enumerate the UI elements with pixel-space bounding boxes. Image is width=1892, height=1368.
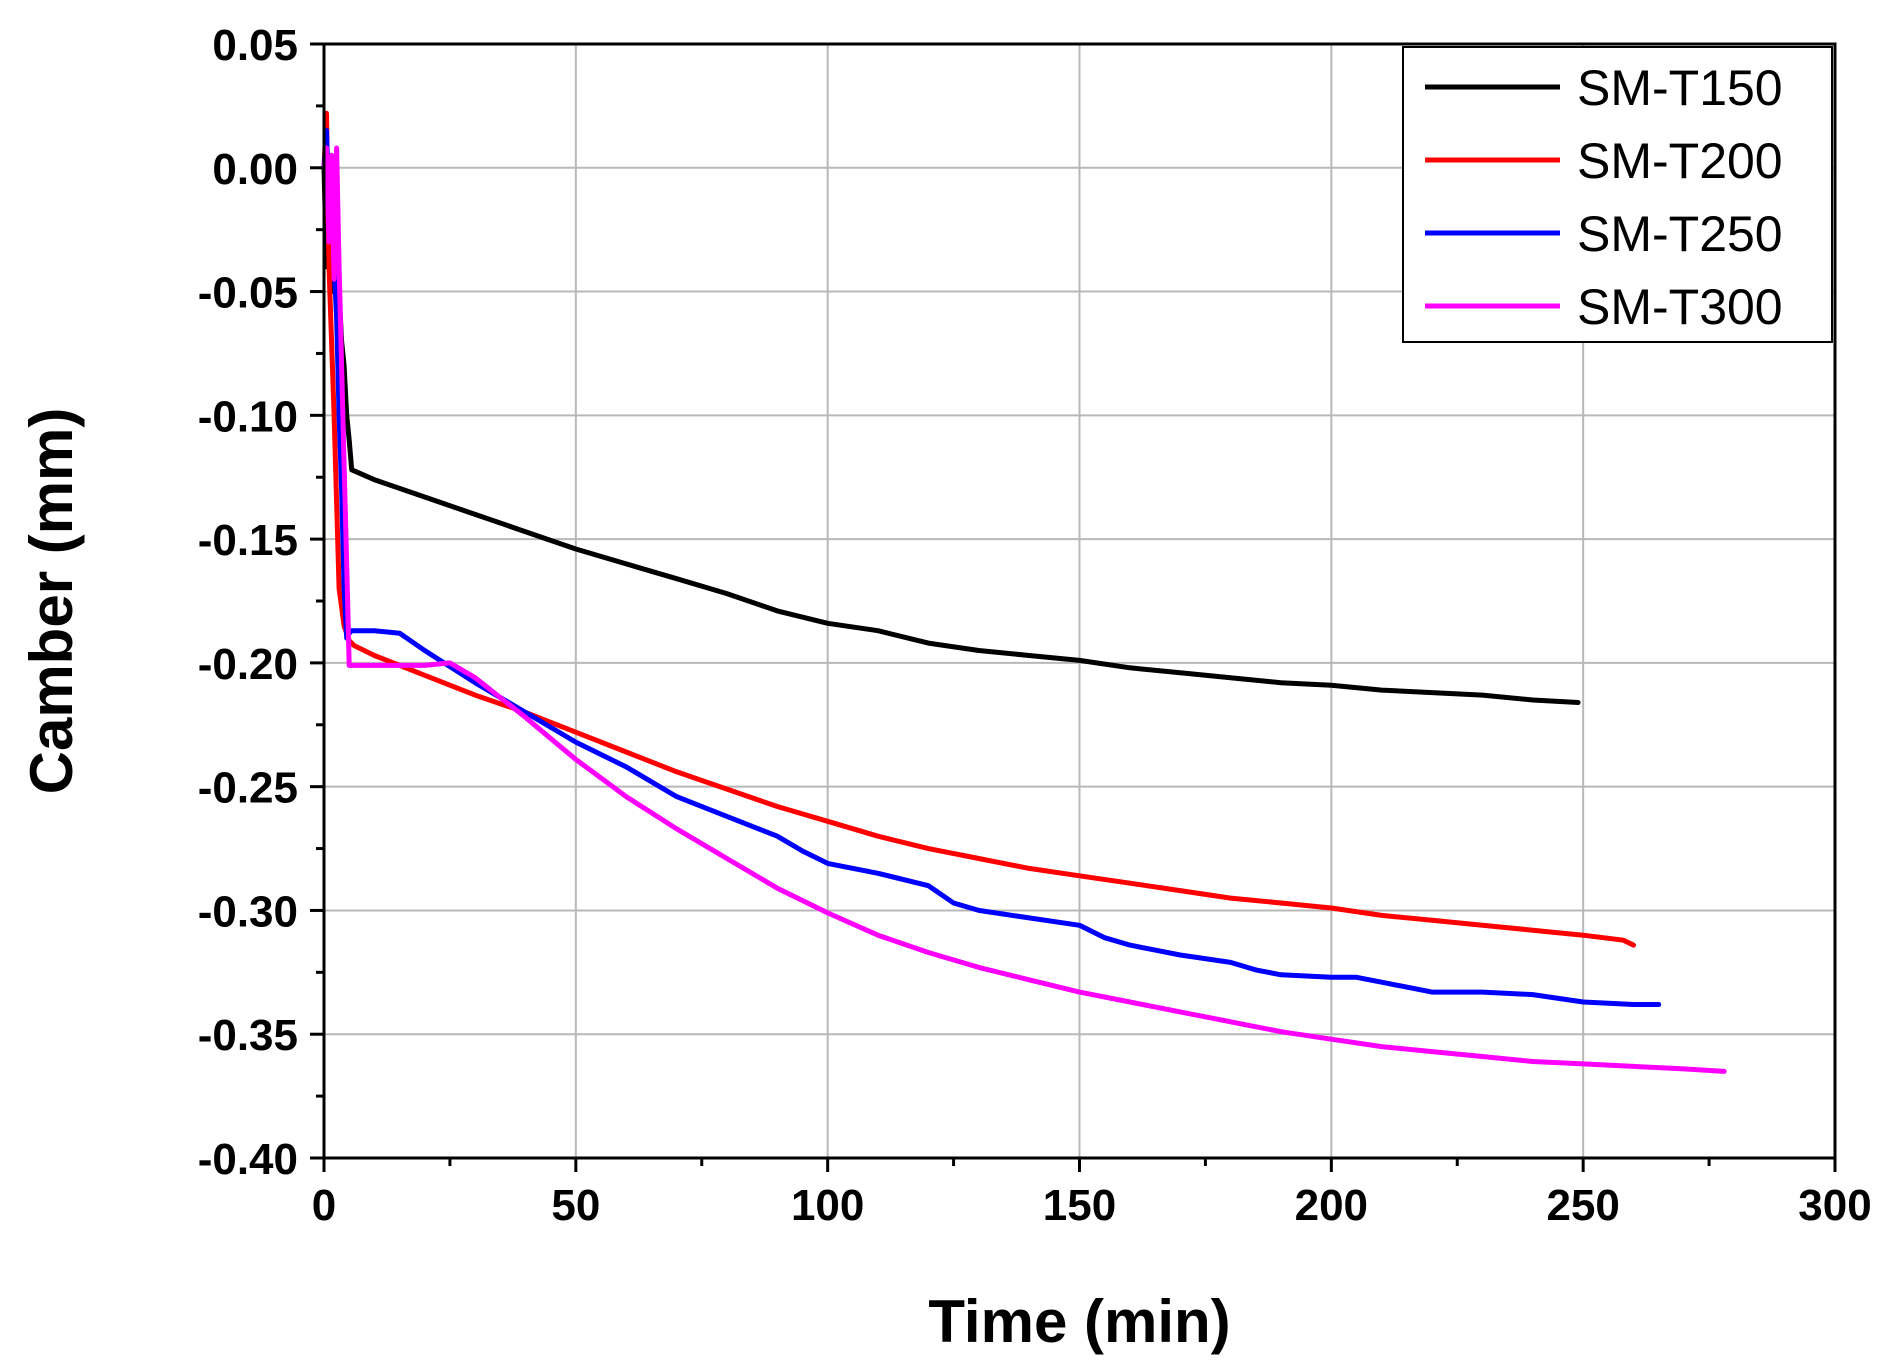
y-tick-label: -0.30 — [198, 887, 298, 936]
legend-label: SM-T150 — [1577, 60, 1783, 116]
tick-labels: 0 50 100 150 200 250 300 0.05 0.00 -0.05 -0.10 -0.1… — [198, 21, 1872, 1230]
legend-label: SM-T300 — [1577, 279, 1783, 335]
x-tick-label: 200 — [1295, 1181, 1368, 1230]
legend-box — [1402, 46, 1833, 343]
axis-ticks — [310, 42, 1837, 1172]
series-layer — [321, 110, 1727, 1074]
y-tick-label: -0.40 — [198, 1135, 298, 1184]
x-tick-label: 150 — [1043, 1181, 1116, 1230]
y-tick-label: -0.15 — [198, 516, 298, 565]
x-tick-label: 0 — [312, 1181, 336, 1230]
x-tick-label: 300 — [1798, 1181, 1871, 1230]
y-tick-label: -0.05 — [198, 269, 298, 318]
y-tick-label: -0.10 — [198, 392, 298, 441]
series-line-sm-t300 — [321, 145, 1727, 1074]
y-tick-label: -0.20 — [198, 640, 298, 689]
x-tick-label: 250 — [1546, 1181, 1619, 1230]
x-axis-title: Time (min) — [928, 1288, 1230, 1355]
y-axis-title: Camber (mm) — [18, 408, 85, 795]
y-tick-label: -0.35 — [198, 1011, 298, 1060]
legend-label: SM-T250 — [1577, 206, 1783, 262]
y-tick-label: 0.00 — [212, 145, 298, 194]
legend-label: SM-T200 — [1577, 133, 1783, 189]
series-line-sm-t250 — [321, 128, 1662, 1007]
x-tick-label: 100 — [791, 1181, 864, 1230]
legend: SM-T150 SM-T200 SM-T250 SM-T300 — [1402, 46, 1833, 343]
y-tick-label: 0.05 — [212, 21, 298, 70]
y-tick-label: -0.25 — [198, 764, 298, 813]
x-tick-label: 50 — [551, 1181, 600, 1230]
